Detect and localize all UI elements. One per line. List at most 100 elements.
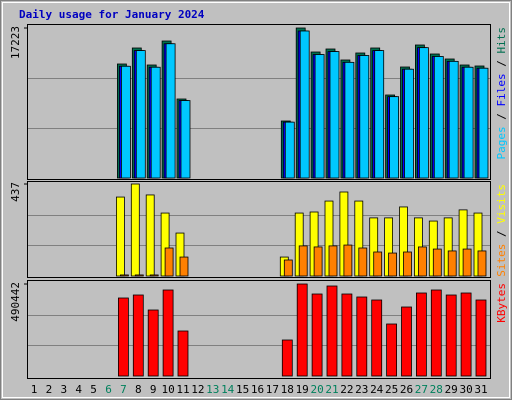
bar — [313, 246, 323, 277]
bar — [118, 297, 129, 377]
x-tick-label: 24 — [370, 383, 384, 396]
bar — [298, 245, 308, 277]
bar — [344, 61, 355, 179]
bar — [417, 246, 427, 277]
bar — [311, 293, 323, 377]
bar — [463, 66, 474, 179]
bar — [432, 248, 442, 277]
bar — [460, 292, 472, 377]
bar — [445, 294, 457, 377]
x-tick-label: 13 — [206, 383, 219, 396]
x-tick-label: 9 — [150, 383, 157, 396]
bar — [341, 293, 353, 377]
bar — [121, 65, 131, 179]
bar — [179, 256, 189, 277]
bar — [388, 252, 398, 277]
bar — [281, 339, 293, 377]
legend-entry: KBytes — [495, 283, 508, 323]
legend: Pages / Files / Hits — [495, 27, 508, 160]
y-tick-label: 490442 — [9, 282, 22, 322]
panel — [27, 280, 491, 379]
legend-separator: / — [495, 54, 508, 74]
legend-entry: Sites — [495, 244, 508, 277]
x-tick-label: 15 — [236, 383, 249, 396]
x-tick-label: 20 — [310, 383, 323, 396]
bar — [356, 296, 368, 377]
x-tick-label: 16 — [251, 383, 264, 396]
legend-entry: Hits — [495, 27, 508, 54]
bar — [430, 289, 442, 377]
bar — [477, 250, 487, 277]
legend-separator: / — [495, 224, 508, 244]
bar — [135, 50, 146, 179]
x-tick-label: 6 — [105, 383, 112, 396]
bar — [162, 289, 174, 377]
x-tick-label: 3 — [60, 383, 67, 396]
bar — [299, 30, 310, 179]
bar — [404, 68, 414, 179]
x-tick-label: 10 — [161, 383, 174, 396]
bar — [475, 299, 487, 377]
x-tick-label: 1 — [31, 383, 38, 396]
legend-entry: Files — [495, 73, 508, 106]
x-tick-label: 11 — [176, 383, 189, 396]
x-tick-label: 8 — [135, 383, 142, 396]
bar — [401, 306, 412, 377]
bar — [283, 259, 293, 277]
bar — [415, 292, 427, 377]
bar — [296, 283, 308, 377]
bar — [478, 67, 489, 179]
bar — [180, 100, 191, 179]
bar — [358, 247, 368, 277]
bar — [374, 50, 385, 179]
bar — [132, 294, 144, 377]
bar — [177, 330, 189, 377]
y-tick-label: 437 — [9, 182, 22, 202]
bar — [343, 244, 353, 277]
x-tick-label: 17 — [266, 383, 279, 396]
bar — [116, 196, 125, 277]
bar — [403, 251, 412, 277]
x-tick-label: 7 — [120, 383, 127, 396]
bar — [314, 54, 325, 179]
bar — [462, 248, 472, 277]
x-tick-label: 28 — [430, 383, 443, 396]
legend-entry: Visits — [495, 184, 508, 224]
bar — [371, 299, 383, 377]
x-tick-label: 23 — [355, 383, 368, 396]
bar — [147, 309, 159, 377]
bar — [389, 96, 400, 179]
bar — [373, 251, 383, 277]
bar — [433, 56, 444, 179]
x-tick-label: 21 — [325, 383, 338, 396]
bar — [418, 47, 429, 179]
legend-separator: / — [495, 107, 508, 127]
x-tick-label: 4 — [75, 383, 82, 396]
x-tick-label: 27 — [415, 383, 428, 396]
x-tick-label: 19 — [296, 383, 309, 396]
bar — [130, 183, 140, 277]
bar — [120, 274, 129, 277]
x-tick-label: 26 — [400, 383, 413, 396]
bar — [329, 51, 340, 179]
legend: KBytes — [495, 283, 508, 323]
bar — [150, 66, 161, 179]
x-tick-label: 22 — [340, 383, 353, 396]
chart-title: Daily usage for January 2024 — [19, 8, 205, 21]
x-tick-label: 25 — [385, 383, 398, 396]
bar — [448, 60, 459, 179]
x-tick-label: 30 — [459, 383, 472, 396]
x-tick-label: 14 — [221, 383, 235, 396]
x-tick-label: 12 — [191, 383, 204, 396]
bar — [386, 323, 398, 377]
bar — [145, 194, 155, 277]
panel — [27, 181, 491, 278]
bar — [447, 250, 457, 277]
bar — [359, 55, 370, 179]
bar — [328, 245, 338, 277]
x-tick-label: 18 — [281, 383, 294, 396]
legend: Sites / Visits — [495, 184, 508, 277]
